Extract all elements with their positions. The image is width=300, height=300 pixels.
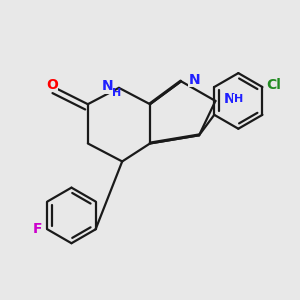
Text: Cl: Cl [266,78,281,92]
Text: N: N [188,73,200,87]
Text: O: O [46,78,58,92]
Text: F: F [33,222,42,236]
Text: H: H [112,88,121,98]
Text: N: N [102,79,113,93]
Text: N: N [224,92,235,106]
Text: H: H [234,94,243,104]
